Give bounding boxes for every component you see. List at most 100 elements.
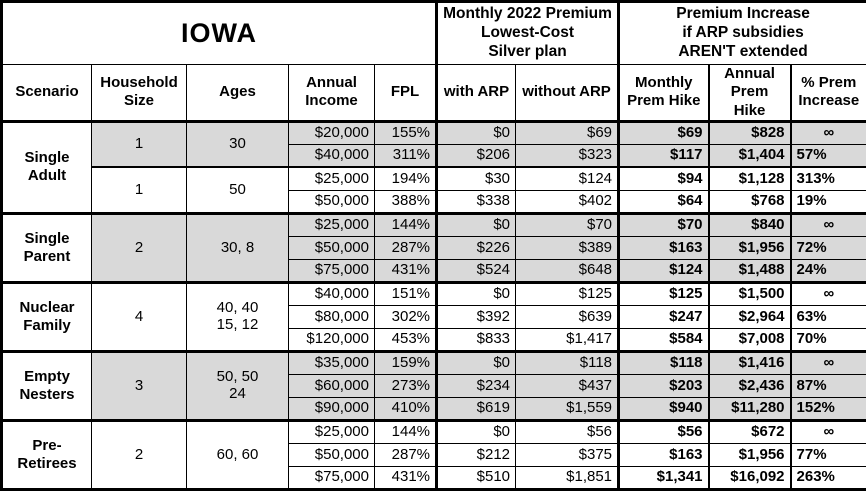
monthly-hike-cell: $94 xyxy=(619,167,709,190)
pct-increase-cell: 263% xyxy=(791,466,866,489)
without-arp-cell: $1,851 xyxy=(516,466,619,489)
with-arp-cell: $619 xyxy=(437,397,516,420)
without-arp-cell: $125 xyxy=(516,282,619,305)
with-arp-cell: $510 xyxy=(437,466,516,489)
without-arp-cell: $70 xyxy=(516,213,619,236)
pct-increase-cell: 313% xyxy=(791,167,866,190)
annual-hike-cell: $672 xyxy=(709,420,791,443)
income-cell: $75,000 xyxy=(289,466,375,489)
income-cell: $50,000 xyxy=(289,443,375,466)
monthly-hike-cell: $70 xyxy=(619,213,709,236)
pct-increase-cell: 87% xyxy=(791,374,866,397)
with-arp-cell: $833 xyxy=(437,328,516,351)
with-arp-cell: $0 xyxy=(437,282,516,305)
without-arp-cell: $124 xyxy=(516,167,619,190)
household-size-cell: 1 xyxy=(92,167,187,213)
col-header-fpl: FPL xyxy=(375,65,437,122)
annual-hike-cell: $7,008 xyxy=(709,328,791,351)
with-arp-cell: $392 xyxy=(437,305,516,328)
without-arp-cell: $323 xyxy=(516,144,619,167)
monthly-hike-cell: $125 xyxy=(619,282,709,305)
monthly-hike-cell: $64 xyxy=(619,190,709,213)
annual-hike-cell: $1,956 xyxy=(709,443,791,466)
income-cell: $40,000 xyxy=(289,282,375,305)
scenario-cell: Empty Nesters xyxy=(2,351,92,420)
annual-hike-cell: $1,500 xyxy=(709,282,791,305)
col-header-with-arp: with ARP xyxy=(437,65,516,122)
income-cell: $50,000 xyxy=(289,190,375,213)
with-arp-cell: $0 xyxy=(437,213,516,236)
monthly-hike-cell: $203 xyxy=(619,374,709,397)
fpl-cell: 311% xyxy=(375,144,437,167)
monthly-hike-cell: $124 xyxy=(619,259,709,282)
increase-group-header: Premium Increase if ARP subsidies AREN'T… xyxy=(619,2,866,65)
annual-hike-cell: $2,436 xyxy=(709,374,791,397)
monthly-hike-cell: $247 xyxy=(619,305,709,328)
without-arp-cell: $1,417 xyxy=(516,328,619,351)
annual-hike-cell: $1,956 xyxy=(709,236,791,259)
pct-increase-cell: 72% xyxy=(791,236,866,259)
col-header-ages: Ages xyxy=(187,65,289,122)
without-arp-cell: $402 xyxy=(516,190,619,213)
annual-hike-cell: $768 xyxy=(709,190,791,213)
household-size-cell: 3 xyxy=(92,351,187,420)
header-row-top: IOWA Monthly 2022 Premium Lowest-Cost Si… xyxy=(2,2,866,65)
without-arp-cell: $69 xyxy=(516,121,619,144)
ages-cell: 60, 60 xyxy=(187,420,289,489)
income-cell: $25,000 xyxy=(289,213,375,236)
monthly-hike-cell: $1,341 xyxy=(619,466,709,489)
income-cell: $60,000 xyxy=(289,374,375,397)
annual-hike-cell: $1,404 xyxy=(709,144,791,167)
monthly-hike-cell: $940 xyxy=(619,397,709,420)
pct-increase-cell: ∞ xyxy=(791,282,866,305)
pct-increase-cell: 24% xyxy=(791,259,866,282)
ages-cell: 50, 50 24 xyxy=(187,351,289,420)
monthly-hike-cell: $69 xyxy=(619,121,709,144)
income-cell: $75,000 xyxy=(289,259,375,282)
fpl-cell: 453% xyxy=(375,328,437,351)
scenario-cell: Nuclear Family xyxy=(2,282,92,351)
col-header-scenario: Scenario xyxy=(2,65,92,122)
household-size-cell: 1 xyxy=(92,121,187,167)
fpl-cell: 431% xyxy=(375,466,437,489)
household-size-cell: 2 xyxy=(92,213,187,282)
income-cell: $25,000 xyxy=(289,167,375,190)
household-size-cell: 4 xyxy=(92,282,187,351)
income-cell: $120,000 xyxy=(289,328,375,351)
pct-increase-cell: ∞ xyxy=(791,351,866,374)
fpl-cell: 151% xyxy=(375,282,437,305)
pct-increase-cell: 63% xyxy=(791,305,866,328)
col-header-pct-prem-increase: % Prem Increase xyxy=(791,65,866,122)
income-cell: $20,000 xyxy=(289,121,375,144)
income-cell: $80,000 xyxy=(289,305,375,328)
with-arp-cell: $226 xyxy=(437,236,516,259)
without-arp-cell: $639 xyxy=(516,305,619,328)
with-arp-cell: $30 xyxy=(437,167,516,190)
with-arp-cell: $206 xyxy=(437,144,516,167)
monthly-hike-cell: $584 xyxy=(619,328,709,351)
pct-increase-cell: 152% xyxy=(791,397,866,420)
pct-increase-cell: 77% xyxy=(791,443,866,466)
scenario-cell: Single Adult xyxy=(2,121,92,213)
without-arp-cell: $437 xyxy=(516,374,619,397)
fpl-cell: 287% xyxy=(375,236,437,259)
premium-group-header: Monthly 2022 Premium Lowest-Cost Silver … xyxy=(437,2,619,65)
without-arp-cell: $375 xyxy=(516,443,619,466)
fpl-cell: 302% xyxy=(375,305,437,328)
annual-hike-cell: $11,280 xyxy=(709,397,791,420)
annual-hike-cell: $840 xyxy=(709,213,791,236)
income-cell: $35,000 xyxy=(289,351,375,374)
with-arp-cell: $524 xyxy=(437,259,516,282)
with-arp-cell: $212 xyxy=(437,443,516,466)
ages-cell: 30, 8 xyxy=(187,213,289,282)
col-header-annual-prem-hike: Annual Prem Hike xyxy=(709,65,791,122)
monthly-hike-cell: $163 xyxy=(619,443,709,466)
annual-hike-cell: $1,128 xyxy=(709,167,791,190)
table-title: IOWA xyxy=(2,2,437,65)
